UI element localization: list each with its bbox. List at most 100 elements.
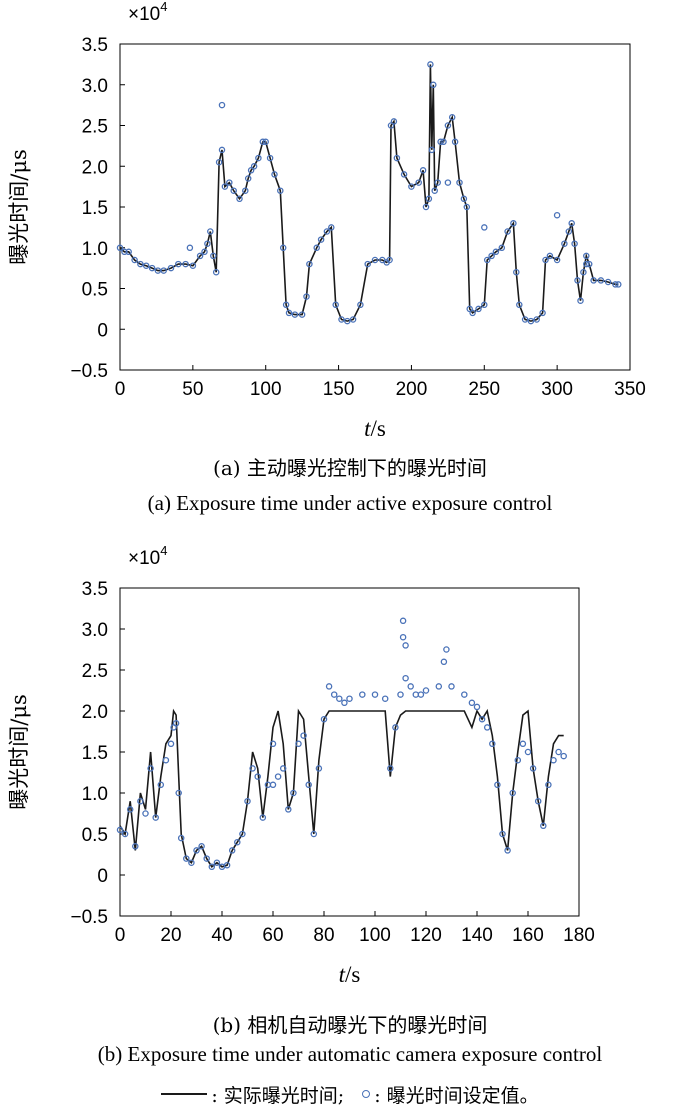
series-setpoint-point	[509, 789, 516, 797]
series-setpoint-point	[390, 118, 398, 125]
series-setpoint-point	[545, 781, 552, 789]
series-setpoint-point	[341, 699, 348, 707]
series-setpoint-point	[167, 264, 175, 272]
series-setpoint-point	[615, 281, 622, 288]
series-setpoint-point	[305, 781, 312, 789]
series-setpoint-point	[228, 847, 236, 854]
y-tick-label: 2.5	[82, 661, 108, 682]
y-multiplier: ×104	[128, 0, 167, 25]
series-setpoint-point	[521, 316, 529, 323]
series-setpoint-point	[346, 695, 353, 702]
series-setpoint-point	[386, 256, 393, 264]
series-setpoint-point	[186, 244, 194, 252]
series-setpoint-point	[443, 646, 450, 653]
series-setpoint-point	[540, 822, 547, 830]
series-setpoint-point	[303, 293, 310, 300]
series-setpoint-point	[336, 695, 343, 702]
x-tick-label: 160	[512, 925, 544, 946]
series-setpoint-point	[183, 855, 190, 862]
series-setpoint-point	[583, 252, 590, 260]
series-setpoint-point	[196, 252, 204, 260]
series-setpoint-point	[481, 224, 488, 231]
series-setpoint-point	[126, 806, 134, 813]
series-setpoint-point	[250, 163, 258, 170]
series-setpoint-point	[553, 211, 561, 219]
series-setpoint-point	[435, 683, 443, 690]
x-tick-label: 120	[410, 925, 442, 946]
series-setpoint-point	[475, 305, 482, 313]
series-setpoint-point	[315, 765, 323, 772]
x-tick-label: 100	[250, 379, 282, 400]
series-setpoint-point	[259, 814, 267, 821]
series-setpoint-point	[244, 797, 251, 805]
series-setpoint-point	[415, 179, 422, 186]
series-setpoint-point	[381, 695, 389, 702]
series-setpoint-point	[590, 277, 597, 284]
series-setpoint-point	[325, 683, 333, 690]
series-setpoint-point	[255, 154, 262, 162]
series-setpoint-point	[425, 195, 433, 203]
y-tick-label: 0	[97, 320, 108, 341]
series-setpoint-point	[320, 715, 328, 723]
y-tick-label: 2.0	[82, 702, 108, 723]
series-setpoint-point	[444, 179, 452, 186]
series-setpoint-point	[568, 220, 575, 227]
y-tick-label: 0.5	[82, 280, 108, 301]
series-setpoint-point	[218, 146, 226, 154]
x-tick-label: 200	[396, 379, 428, 400]
series-setpoint-point	[550, 756, 557, 764]
series-setpoint-point	[210, 252, 217, 260]
series-setpoint-point	[271, 171, 278, 178]
x-tick-label: 80	[313, 925, 334, 946]
series-setpoint-point	[468, 699, 476, 707]
series-setpoint-point	[430, 81, 437, 89]
chart-a: 0 50 100 150 200 250 300 350 −0.5 0 0.5 1.0 1.5 2.0 2.…	[7, 0, 646, 441]
series-setpoint-point	[204, 240, 211, 247]
series-setpoint-point	[167, 740, 175, 748]
y-axis-label: 曝光时间/μs	[7, 149, 31, 265]
series-setpoint-point	[428, 146, 436, 154]
series-setpoint-point	[223, 861, 231, 869]
series-setpoint-point	[513, 268, 520, 276]
series-setpoint-point	[555, 748, 562, 756]
series-setpoint-point	[498, 244, 506, 252]
x-tick-label: 300	[541, 379, 573, 400]
series-setpoint-point	[323, 228, 331, 235]
series-setpoint-point	[392, 724, 399, 731]
y-tick-label: 0.5	[82, 825, 108, 846]
series-setpoint-point	[262, 138, 269, 146]
series-setpoint-point	[399, 633, 407, 641]
y-tick-label: 0	[97, 866, 108, 887]
series-setpoint-point	[612, 281, 619, 288]
series-setpoint-point	[534, 797, 542, 805]
y-tick-label: 3.0	[82, 620, 108, 641]
series-setpoint-point	[274, 773, 282, 780]
series-setpoint-point	[422, 687, 430, 694]
series-setpoint-point	[142, 262, 150, 269]
series-setpoint-point	[417, 691, 425, 698]
y-tick-label: −0.5	[70, 907, 108, 928]
series-setpoint-point	[218, 101, 226, 109]
series-setpoint-point	[542, 256, 549, 264]
plot-frame	[119, 587, 580, 917]
series-setpoint-point	[259, 138, 267, 146]
series-setpoint-point	[349, 316, 357, 323]
series-setpoint-point	[580, 268, 587, 276]
series-setpoint-point	[298, 311, 306, 318]
series-setpoint-point	[306, 260, 313, 268]
series-setpoint-point	[295, 740, 302, 748]
series-setpoint-point	[560, 752, 567, 760]
series-setpoint-point	[440, 138, 447, 146]
series-setpoint-point	[514, 756, 522, 764]
series-setpoint-point	[499, 830, 506, 838]
y-tick-label: 3.5	[82, 35, 108, 56]
x-tick-label: 0	[115, 925, 126, 946]
series-setpoint-point	[221, 183, 229, 190]
y-multiplier: ×104	[128, 543, 167, 569]
series-setpoint-point	[460, 195, 468, 203]
x-tick-label: 20	[160, 925, 181, 946]
series-setpoint-point	[481, 301, 488, 309]
series-setpoint-point	[402, 642, 409, 649]
legend: : 实际曝光时间; : 曝光时间设定值。	[0, 1080, 700, 1108]
series-setpoint-point	[448, 114, 456, 121]
